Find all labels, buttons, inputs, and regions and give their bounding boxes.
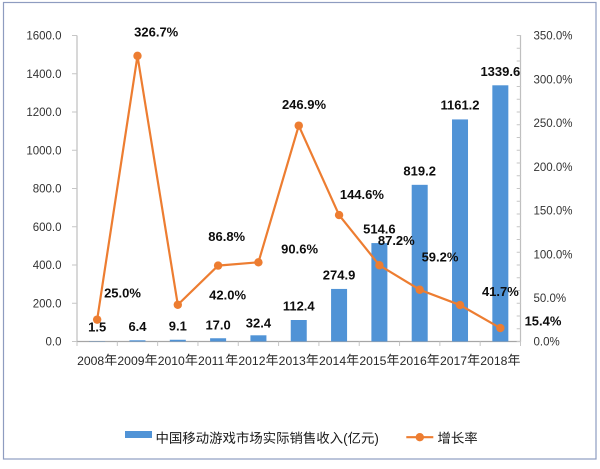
svg-text:50.0%: 50.0% [534,293,567,305]
svg-text:41.7%: 41.7% [482,284,519,299]
svg-text:9.1: 9.1 [169,318,187,333]
svg-text:): ) [374,431,378,446]
svg-text:2017: 2017 [440,354,467,368]
svg-text:15.4%: 15.4% [525,314,562,329]
svg-text:59.2%: 59.2% [422,249,459,264]
svg-text:144.6%: 144.6% [340,187,385,202]
svg-text:246.9%: 246.9% [282,97,327,112]
svg-text:2015: 2015 [359,354,386,368]
svg-text:2008: 2008 [77,354,104,368]
svg-text:17.0: 17.0 [205,318,230,333]
svg-text:90.6%: 90.6% [281,242,318,257]
svg-text:250.0%: 250.0% [534,118,573,130]
svg-text:350.0%: 350.0% [534,31,573,43]
svg-text:1339.6: 1339.6 [480,64,520,79]
svg-text:0.0: 0.0 [46,337,62,349]
svg-text:1161.2: 1161.2 [440,97,479,112]
svg-text:(: ( [343,431,348,446]
svg-text:1.5: 1.5 [88,320,106,335]
svg-text:87.2%: 87.2% [378,233,415,248]
svg-text:2013: 2013 [279,354,306,368]
svg-text:100.0%: 100.0% [534,249,573,261]
svg-text:2009: 2009 [117,354,144,368]
svg-text:32.4: 32.4 [246,315,272,330]
svg-text:274.9: 274.9 [323,267,356,282]
svg-text:1600.0: 1600.0 [26,31,61,43]
svg-text:200.0: 200.0 [33,298,62,310]
svg-text:86.8%: 86.8% [208,229,245,244]
svg-text:800.0: 800.0 [33,184,62,196]
svg-text:2016: 2016 [400,354,427,368]
svg-text:2011: 2011 [198,354,224,368]
svg-text:200.0%: 200.0% [534,162,573,174]
svg-text:600.0: 600.0 [33,222,62,234]
svg-text:326.7%: 326.7% [134,25,179,40]
svg-text:42.0%: 42.0% [209,288,246,303]
svg-text:1400.0: 1400.0 [26,69,61,81]
svg-text:1200.0: 1200.0 [26,107,61,119]
svg-text:300.0%: 300.0% [534,74,573,86]
svg-text:400.0: 400.0 [33,260,62,272]
svg-text:112.4: 112.4 [283,299,316,314]
svg-text:2014: 2014 [319,354,346,368]
svg-text:2010: 2010 [158,354,185,368]
svg-text:25.0%: 25.0% [104,286,141,301]
svg-text:0.0%: 0.0% [534,337,560,349]
svg-text:2018: 2018 [480,354,507,368]
svg-text:819.2: 819.2 [403,163,436,178]
svg-text:150.0%: 150.0% [534,206,573,218]
svg-text:6.4: 6.4 [128,319,147,334]
svg-text:2012: 2012 [238,354,265,368]
svg-text:1000.0: 1000.0 [26,145,61,157]
